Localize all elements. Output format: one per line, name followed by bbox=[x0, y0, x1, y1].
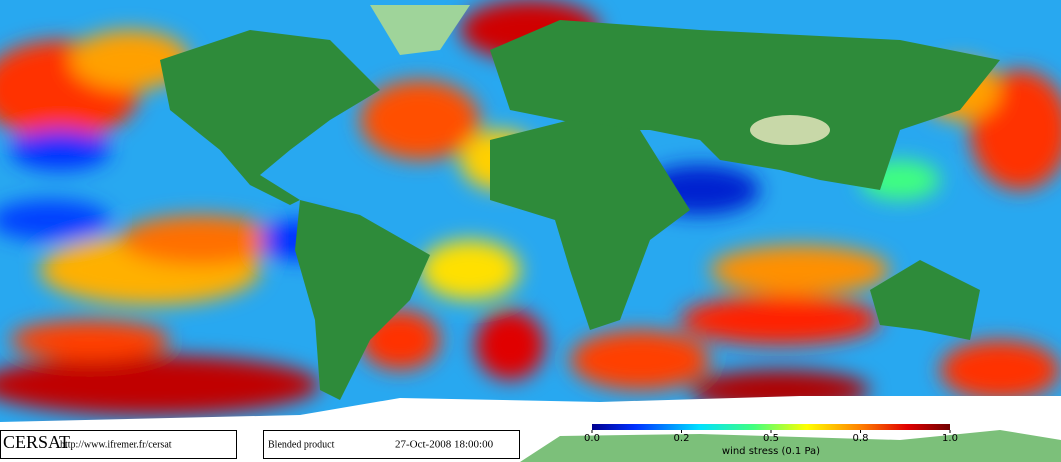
africa bbox=[490, 120, 690, 330]
antarctica bbox=[0, 396, 1061, 430]
north-america bbox=[160, 30, 380, 205]
ocean-field bbox=[0, 0, 1061, 430]
product: Blended product bbox=[268, 439, 335, 450]
colorbar-tick-label: 0.8 bbox=[853, 433, 869, 444]
colorbar-tick-label: 0.5 bbox=[763, 433, 779, 444]
south-america bbox=[295, 200, 430, 400]
antarctica-land bbox=[520, 430, 1061, 462]
colorbar bbox=[592, 424, 950, 430]
colorbar-tick-label: 0.2 bbox=[674, 433, 690, 444]
info-box bbox=[263, 430, 520, 459]
eurasia bbox=[490, 20, 1000, 190]
url[interactable]: http://www.ifremer.fr/cersat bbox=[60, 439, 172, 450]
greenland bbox=[370, 5, 470, 55]
date: 27-Oct-2008 18:00:00 bbox=[395, 439, 494, 451]
logo: CERSAT bbox=[3, 432, 70, 452]
colorbar-tick-label: 1.0 bbox=[942, 433, 958, 444]
colorbar-tick-label: 0.0 bbox=[584, 433, 600, 444]
australia bbox=[870, 260, 980, 340]
tibet bbox=[750, 115, 830, 145]
logo-box bbox=[0, 430, 237, 459]
colorbar-title: wind stress (0.1 Pa) bbox=[722, 446, 820, 457]
